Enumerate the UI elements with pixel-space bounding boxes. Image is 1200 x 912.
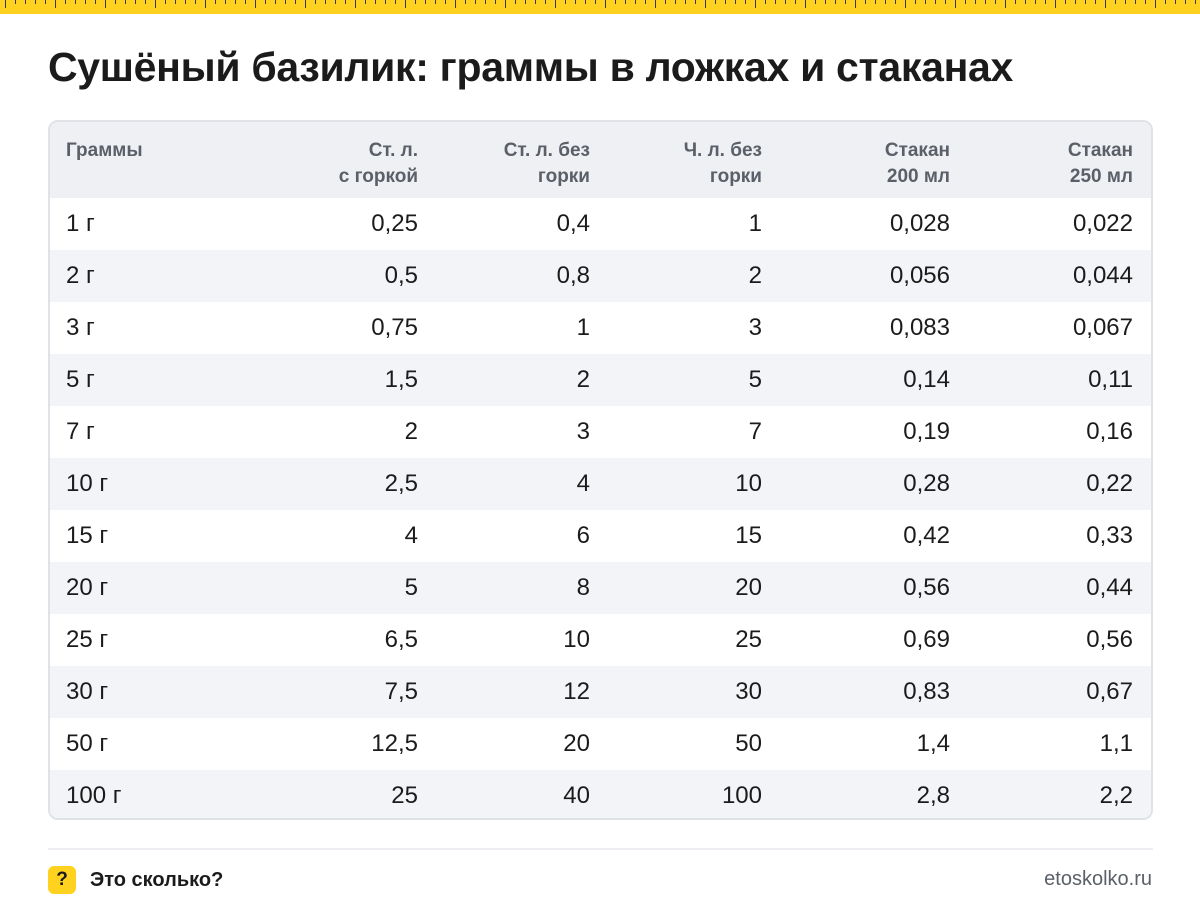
value-cell: 8: [576, 574, 590, 601]
value-cell: 0,42: [903, 522, 950, 549]
grams-cell: 15 г: [66, 522, 109, 549]
value-cell: 0,056: [889, 262, 950, 289]
grams-cell: 20 г: [66, 574, 109, 601]
table-row: 15 г 4 6 15 0,42 0,33: [50, 510, 1151, 562]
value-cell: 2,2: [1099, 782, 1133, 809]
column-header-glass-200: Стакан 200 мл: [884, 140, 950, 187]
value-cell: 0,67: [1086, 678, 1133, 705]
value-cell: 2,8: [916, 782, 950, 809]
value-cell: 6,5: [384, 626, 418, 653]
value-cell: 50: [735, 730, 762, 757]
value-cell: 0,8: [556, 262, 590, 289]
value-cell: 5: [404, 574, 418, 601]
table-row: 10 г 2,5 4 10 0,28 0,22: [50, 458, 1151, 510]
grams-cell: 30 г: [66, 678, 109, 705]
value-cell: 1,5: [384, 366, 418, 393]
value-cell: 3: [748, 314, 762, 341]
question-mark-icon: ?: [48, 866, 76, 894]
value-cell: 1: [748, 210, 762, 237]
table-row: 2 г 0,5 0,8 2 0,056 0,044: [50, 250, 1151, 302]
value-cell: 4: [404, 522, 418, 549]
grams-cell: 3 г: [66, 314, 95, 341]
value-cell: 0,16: [1086, 418, 1133, 445]
table-row: 1 г 0,25 0,4 1 0,028 0,022: [50, 198, 1151, 250]
table-header-row: Граммы Ст. л. с горкой Ст. л. без горки Ч.…: [50, 122, 1151, 198]
table-row: 7 г 2 3 7 0,19 0,16: [50, 406, 1151, 458]
ruler-strip: [0, 0, 1200, 14]
value-cell: 2: [748, 262, 762, 289]
column-header-glass-250: Стакан 250 мл: [1067, 140, 1133, 187]
column-header-tbsp-level: Ст. л. без горки: [503, 140, 590, 187]
value-cell: 2: [576, 366, 590, 393]
value-cell: 30: [735, 678, 762, 705]
value-cell: 7: [748, 418, 762, 445]
grams-cell: 100 г: [66, 782, 122, 809]
value-cell: 5: [748, 366, 762, 393]
value-cell: 0,4: [556, 210, 590, 237]
value-cell: 0,22: [1086, 470, 1133, 497]
value-cell: 0,25: [371, 210, 418, 237]
table-row: 30 г 7,5 12 30 0,83 0,67: [50, 666, 1151, 718]
value-cell: 0,5: [384, 262, 418, 289]
brand-name: Это сколько?: [90, 868, 224, 891]
conversion-table: Граммы Ст. л. с горкой Ст. л. без горки Ч.…: [48, 120, 1153, 820]
value-cell: 1,1: [1099, 730, 1133, 757]
value-cell: 3: [576, 418, 590, 445]
value-cell: 10: [563, 626, 590, 653]
value-cell: 0,56: [1086, 626, 1133, 653]
value-cell: 1,4: [916, 730, 950, 757]
value-cell: 4: [576, 470, 590, 497]
value-cell: 0,044: [1072, 262, 1133, 289]
value-cell: 0,28: [903, 470, 950, 497]
value-cell: 7,5: [384, 678, 418, 705]
table-row: 3 г 0,75 1 3 0,083 0,067: [50, 302, 1151, 354]
value-cell: 0,33: [1086, 522, 1133, 549]
value-cell: 0,083: [889, 314, 950, 341]
table-row: 20 г 5 8 20 0,56 0,44: [50, 562, 1151, 614]
value-cell: 0,69: [903, 626, 950, 653]
column-header-grams: Граммы: [66, 140, 143, 161]
grams-cell: 2 г: [66, 262, 95, 289]
value-cell: 12,5: [371, 730, 418, 757]
value-cell: 12: [563, 678, 590, 705]
page-title: Сушёный базилик: граммы в ложках и стака…: [48, 44, 1014, 90]
value-cell: 0,44: [1086, 574, 1133, 601]
table-row: 50 г 12,5 20 50 1,4 1,1: [50, 718, 1151, 770]
table-row: 25 г 6,5 10 25 0,69 0,56: [50, 614, 1151, 666]
value-cell: 0,75: [371, 314, 418, 341]
value-cell: 1: [576, 314, 590, 341]
value-cell: 0,028: [889, 210, 950, 237]
value-cell: 10: [735, 470, 762, 497]
site-link[interactable]: etoskolko.ru: [1044, 868, 1152, 890]
value-cell: 40: [563, 782, 590, 809]
value-cell: 100: [721, 782, 762, 809]
value-cell: 2: [404, 418, 418, 445]
value-cell: 15: [735, 522, 762, 549]
brand-logo[interactable]: ? Это сколько?: [48, 866, 223, 894]
grams-cell: 5 г: [66, 366, 95, 393]
value-cell: 0,56: [903, 574, 950, 601]
column-header-tbsp-heaped: Ст. л. с горкой: [338, 140, 418, 187]
value-cell: 25: [735, 626, 762, 653]
table-row: 100 г 25 40 100 2,8 2,2: [50, 770, 1151, 818]
value-cell: 25: [391, 782, 418, 809]
grams-cell: 50 г: [66, 730, 109, 757]
grams-cell: 10 г: [66, 470, 109, 497]
value-cell: 0,11: [1088, 366, 1133, 393]
value-cell: 6: [576, 522, 590, 549]
grams-cell: 7 г: [66, 418, 95, 445]
value-cell: 20: [735, 574, 762, 601]
grams-cell: 1 г: [66, 210, 95, 237]
column-header-tsp-level: Ч. л. без горки: [683, 140, 762, 187]
footer-divider: [48, 848, 1153, 850]
table-row: 5 г 1,5 2 5 0,14 0,11: [50, 354, 1151, 406]
value-cell: 0,83: [903, 678, 950, 705]
value-cell: 0,19: [903, 418, 950, 445]
value-cell: 0,14: [903, 366, 950, 393]
value-cell: 0,022: [1072, 210, 1133, 237]
value-cell: 0,067: [1072, 314, 1133, 341]
value-cell: 20: [563, 730, 590, 757]
value-cell: 2,5: [384, 470, 418, 497]
grams-cell: 25 г: [66, 626, 109, 653]
